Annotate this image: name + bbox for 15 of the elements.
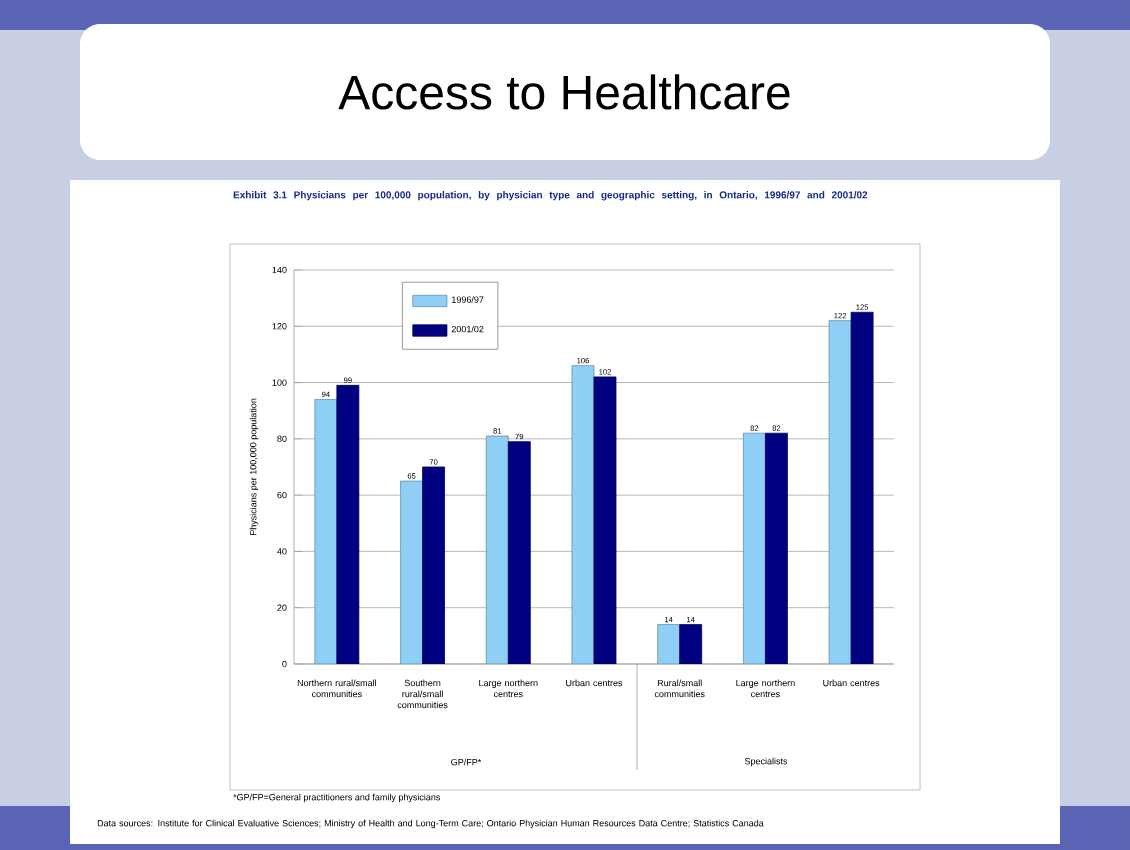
bar bbox=[400, 480, 423, 664]
bar bbox=[765, 432, 788, 664]
bar bbox=[422, 466, 445, 664]
bar bbox=[828, 320, 852, 664]
chart-title: Access to Healthcare bbox=[338, 74, 790, 110]
bar bbox=[679, 624, 703, 664]
bar bbox=[314, 399, 338, 664]
bar bbox=[850, 311, 874, 664]
bar bbox=[507, 441, 531, 664]
bar bbox=[485, 435, 509, 664]
bar bbox=[743, 432, 766, 664]
bar bbox=[336, 384, 360, 664]
bar bbox=[657, 624, 681, 664]
bar bbox=[593, 376, 617, 664]
bar bbox=[571, 365, 595, 664]
